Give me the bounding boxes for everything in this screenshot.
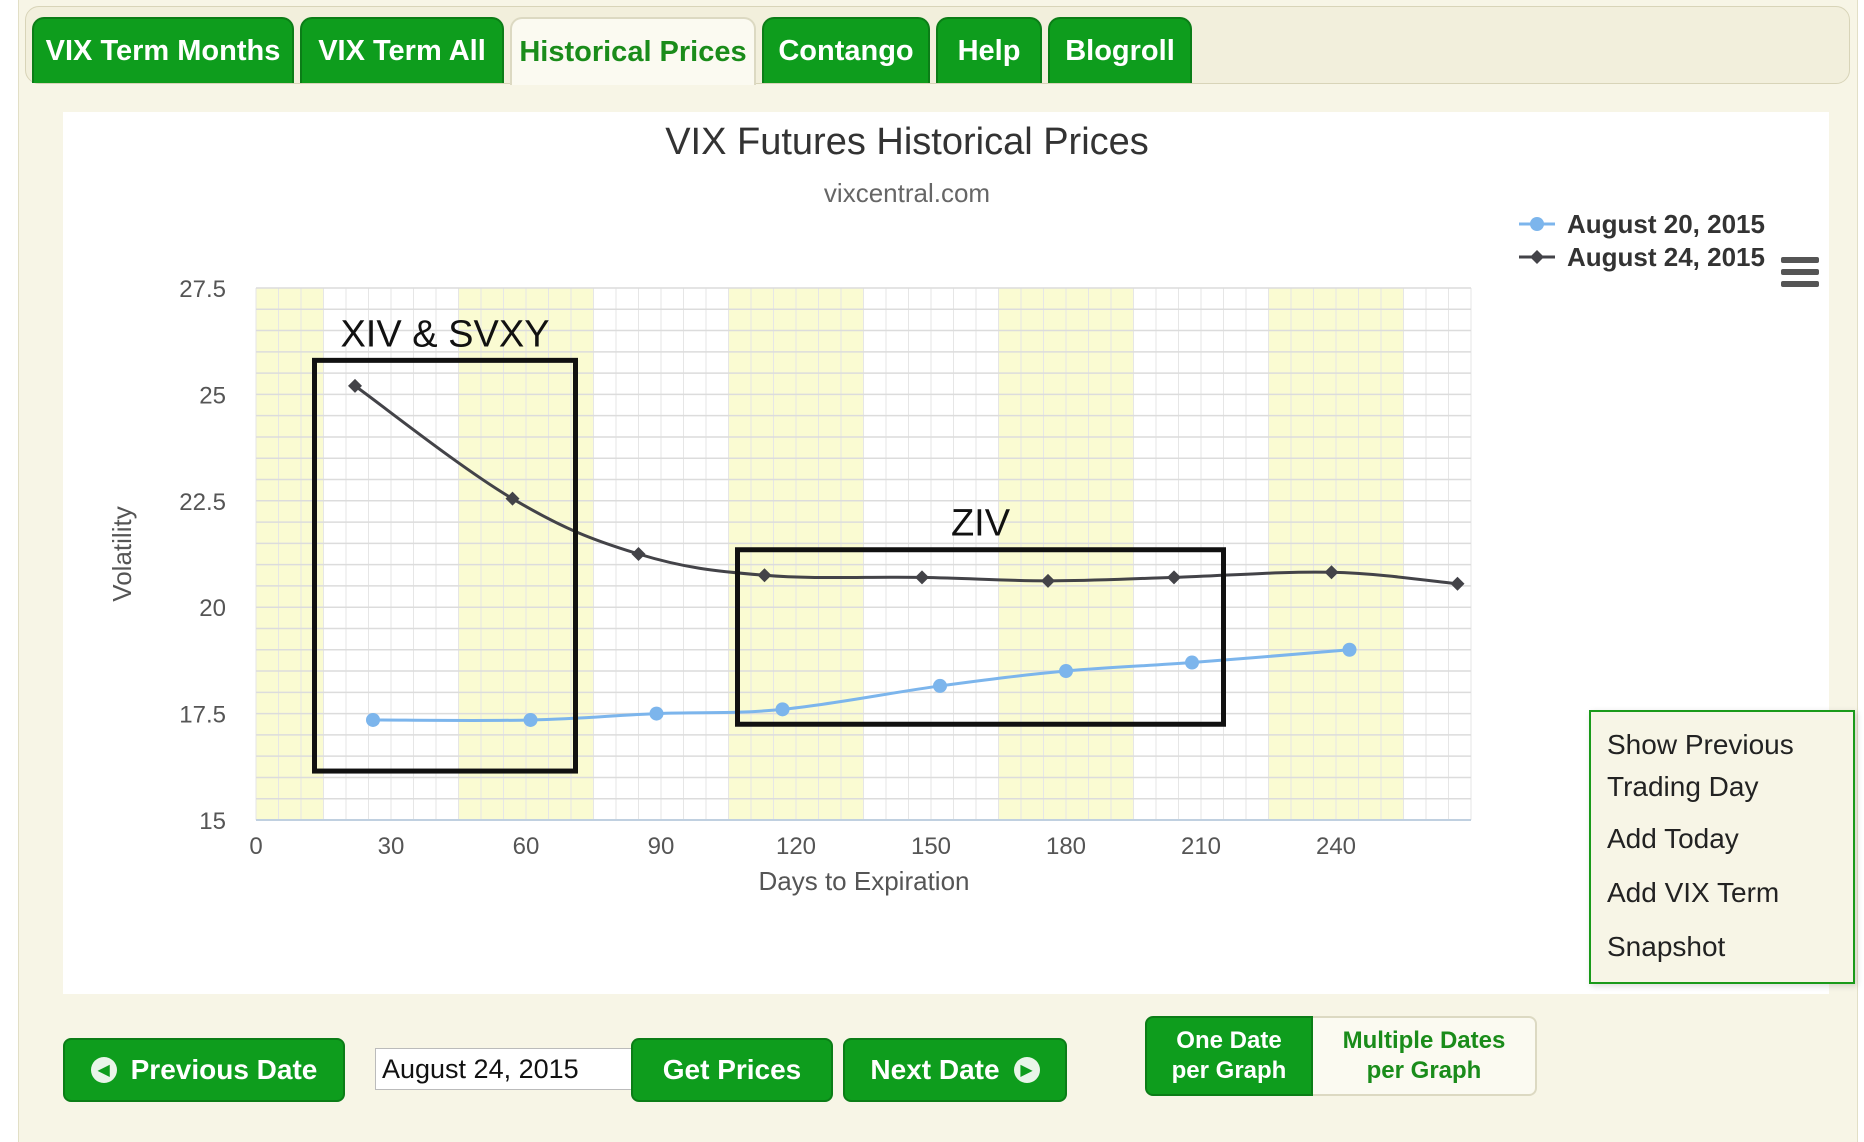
previous-date-button[interactable]: ◀ Previous Date xyxy=(63,1038,345,1102)
data-point xyxy=(915,570,929,585)
annotation-box-2 xyxy=(735,547,1226,727)
legend-marker xyxy=(1530,217,1544,231)
plot-band xyxy=(1268,288,1336,820)
y-tick-label: 25 xyxy=(199,382,226,409)
legend-marker xyxy=(1530,250,1544,264)
one-date-line1: One Date xyxy=(1176,1027,1282,1054)
y-tick-label: 22.5 xyxy=(179,489,226,516)
menu-item-snapshot[interactable]: Snapshot xyxy=(1607,931,1726,962)
multi-dates-line1: Multiple Dates xyxy=(1342,1027,1506,1054)
data-point xyxy=(1342,642,1357,657)
chart-subtitle: vixcentral.com xyxy=(824,178,990,208)
menu-item-add-vix-term[interactable]: Add VIX Term xyxy=(1607,877,1780,908)
data-point xyxy=(775,702,790,717)
chevron-right-icon: ▶ xyxy=(1013,1057,1040,1083)
plot-band xyxy=(796,288,864,820)
chevron-left-icon: ◀ xyxy=(90,1057,117,1083)
x-tick-label: 150 xyxy=(911,833,951,860)
plot-band xyxy=(1066,288,1134,820)
menu-item-trading-day[interactable]: Trading Day xyxy=(1607,771,1759,802)
chart-menu-icon[interactable] xyxy=(1781,257,1819,287)
data-point xyxy=(933,678,947,693)
annotation-box-1 xyxy=(312,357,578,774)
tab-help[interactable]: Help xyxy=(936,17,1042,83)
date-input[interactable] xyxy=(375,1048,639,1090)
y-axis-title: Volatility xyxy=(107,506,137,601)
annotation-label-2: ZIV xyxy=(951,503,1011,545)
chart-panel: 15 17.5 20 22.5 25 27.5 0 30 60 90 120 150 180 210 240… xyxy=(63,112,1855,994)
data-point xyxy=(1185,655,1199,670)
data-point xyxy=(348,378,362,393)
annotation-label-1: XIV & SVXY xyxy=(340,313,549,355)
data-point xyxy=(523,712,538,727)
previous-date-label: Previous Date xyxy=(130,1054,318,1085)
plot-band xyxy=(526,288,594,820)
multi-dates-line2: per Graph xyxy=(1366,1057,1482,1084)
series-line-1 xyxy=(372,648,1350,722)
tab-vix-term-months[interactable]: VIX Term Months xyxy=(32,17,294,83)
x-tick-label: 210 xyxy=(1181,833,1221,860)
data-point xyxy=(1041,573,1055,588)
one-date-line2: per Graph xyxy=(1171,1057,1287,1084)
tab-blogroll[interactable]: Blogroll xyxy=(1048,17,1192,83)
y-tick-label: 15 xyxy=(199,808,226,835)
tab-bar: VIX Term Months VIX Term All Historical … xyxy=(25,6,1850,85)
next-date-label: Next Date xyxy=(870,1054,1000,1085)
x-tick-label: 90 xyxy=(648,833,675,860)
chart-title: VIX Futures Historical Prices xyxy=(665,121,1149,163)
menu-item-show-previous[interactable]: Show Previous xyxy=(1607,729,1794,760)
y-tick-label: 27.5 xyxy=(179,276,226,303)
y-tick-label: 20 xyxy=(199,595,226,622)
x-tick-label: 240 xyxy=(1316,833,1356,860)
data-point xyxy=(366,712,380,727)
plot-band xyxy=(458,288,526,820)
data-point xyxy=(757,568,772,583)
tab-contango[interactable]: Contango xyxy=(762,17,930,83)
x-tick-label: 120 xyxy=(776,833,816,860)
plot-band xyxy=(1336,288,1404,820)
chart: 15 17.5 20 22.5 25 27.5 0 30 60 90 120 150 180 210 240… xyxy=(107,121,1825,988)
x-axis-title: Days to Expiration xyxy=(759,866,970,896)
x-tick-label: 60 xyxy=(513,833,540,860)
data-point xyxy=(1059,664,1073,679)
data-point xyxy=(1167,570,1181,585)
data-point xyxy=(505,491,520,506)
multiple-dates-per-graph-toggle[interactable]: Multiple Dates per Graph xyxy=(1313,1016,1537,1096)
legend-label: August 20, 2015 xyxy=(1567,209,1765,239)
chart-context-menu: Show Previous Trading Day Add Today Add … xyxy=(1589,710,1855,984)
x-tick-label: 0 xyxy=(249,833,262,860)
get-prices-button[interactable]: Get Prices xyxy=(631,1038,833,1102)
tab-historical-prices[interactable]: Historical Prices xyxy=(510,17,756,85)
menu-item-add-today[interactable]: Add Today xyxy=(1607,823,1739,854)
data-point xyxy=(649,706,664,721)
plot-band xyxy=(998,288,1066,820)
data-point xyxy=(1324,565,1339,580)
x-tick-label: 30 xyxy=(378,833,405,860)
next-date-button[interactable]: Next Date ▶ xyxy=(843,1038,1067,1102)
legend-label: August 24, 2015 xyxy=(1567,242,1765,272)
app-container: VIX Term Months VIX Term All Historical … xyxy=(18,0,1858,1142)
one-date-per-graph-toggle[interactable]: One Date per Graph xyxy=(1145,1016,1313,1096)
y-tick-label: 17.5 xyxy=(179,702,226,729)
x-tick-label: 180 xyxy=(1046,833,1086,860)
tab-vix-term-all[interactable]: VIX Term All xyxy=(300,17,504,83)
data-point xyxy=(631,547,646,561)
data-point xyxy=(1450,576,1465,591)
